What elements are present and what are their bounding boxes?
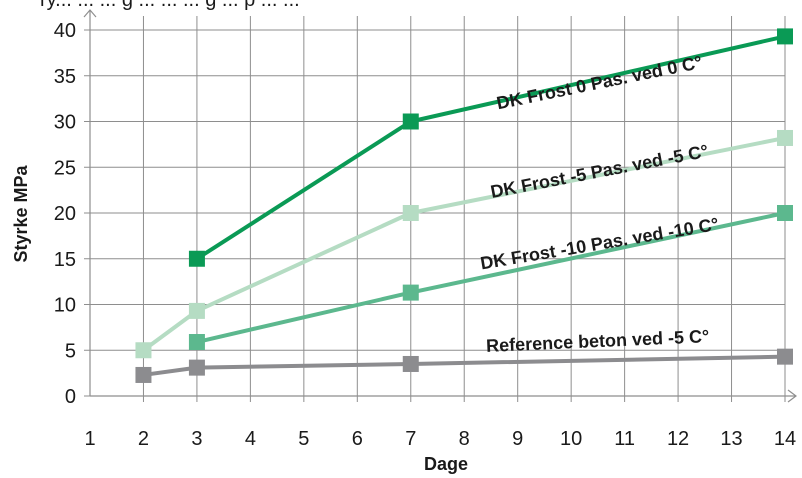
- y-tick-label: 25: [54, 157, 76, 179]
- y-tick-label: 30: [54, 112, 76, 134]
- y-tick-label: 5: [65, 340, 76, 362]
- series-line-dk-frost-5-pas-ved-5-c: [142, 136, 786, 352]
- x-tick-label: 3: [191, 428, 202, 450]
- x-tick-label: 14: [774, 428, 796, 450]
- data-point-marker: [188, 302, 205, 319]
- x-tick-label: 2: [138, 428, 149, 450]
- series-line-reference-beton-ved-5-c: [143, 354, 786, 377]
- y-tick-label: 0: [65, 386, 76, 408]
- series-labels: DK Frost 0 Pas. ved 0 C° DK Frost -5 Pas.…: [479, 52, 720, 356]
- data-point-marker: [777, 129, 793, 146]
- data-point-marker: [188, 250, 205, 267]
- axes: [83, 9, 797, 403]
- x-tick-label: 9: [512, 428, 523, 450]
- x-tick-label: 12: [667, 428, 689, 450]
- y-tick-label: 10: [54, 295, 76, 317]
- x-axis-label: Dage: [424, 454, 468, 474]
- data-point-marker: [135, 366, 152, 383]
- series-label: DK Frost -10 Pas. ved -10 C°: [479, 214, 720, 274]
- data-point-marker: [777, 28, 793, 45]
- series-markers: [135, 28, 793, 383]
- data-point-marker: [402, 284, 419, 301]
- y-axis-label: Styrke MPa: [11, 164, 31, 262]
- series-label: Reference beton ved -5 C°: [486, 326, 710, 356]
- data-point-marker: [777, 348, 793, 365]
- data-point-marker: [777, 205, 793, 221]
- series-label: DK Frost 0 Pas. ved 0 C°: [495, 52, 704, 113]
- data-point-marker: [135, 342, 152, 359]
- y-axis-arrow-icon: [83, 9, 97, 18]
- data-point-marker: [188, 334, 205, 351]
- y-tick-label: 15: [54, 249, 76, 271]
- x-tick-label: 4: [245, 428, 256, 450]
- x-tick-label: 7: [405, 428, 416, 450]
- data-point-marker: [402, 205, 419, 221]
- x-tick-label: 11: [614, 428, 635, 450]
- x-axis-arrow-icon: [787, 389, 797, 403]
- y-tick-label: 35: [54, 66, 76, 88]
- x-tick-label: 5: [298, 428, 309, 450]
- y-tick-label: 40: [54, 20, 76, 42]
- series-label: DK Frost -5 Pas. ved -5 C°: [489, 141, 710, 202]
- data-point-marker: [188, 359, 205, 376]
- x-tick-label: 6: [352, 428, 363, 450]
- y-tick-label: 20: [54, 203, 76, 225]
- x-tick-label: 8: [459, 428, 470, 450]
- x-tick-label: 10: [560, 428, 582, 450]
- x-tick-label: 13: [720, 428, 742, 450]
- data-point-marker: [402, 113, 419, 130]
- chart-title: ry... ... ... g ... ... ... g ... p ... …: [40, 0, 300, 11]
- x-tick-label: 1: [84, 428, 95, 450]
- data-point-marker: [402, 355, 419, 372]
